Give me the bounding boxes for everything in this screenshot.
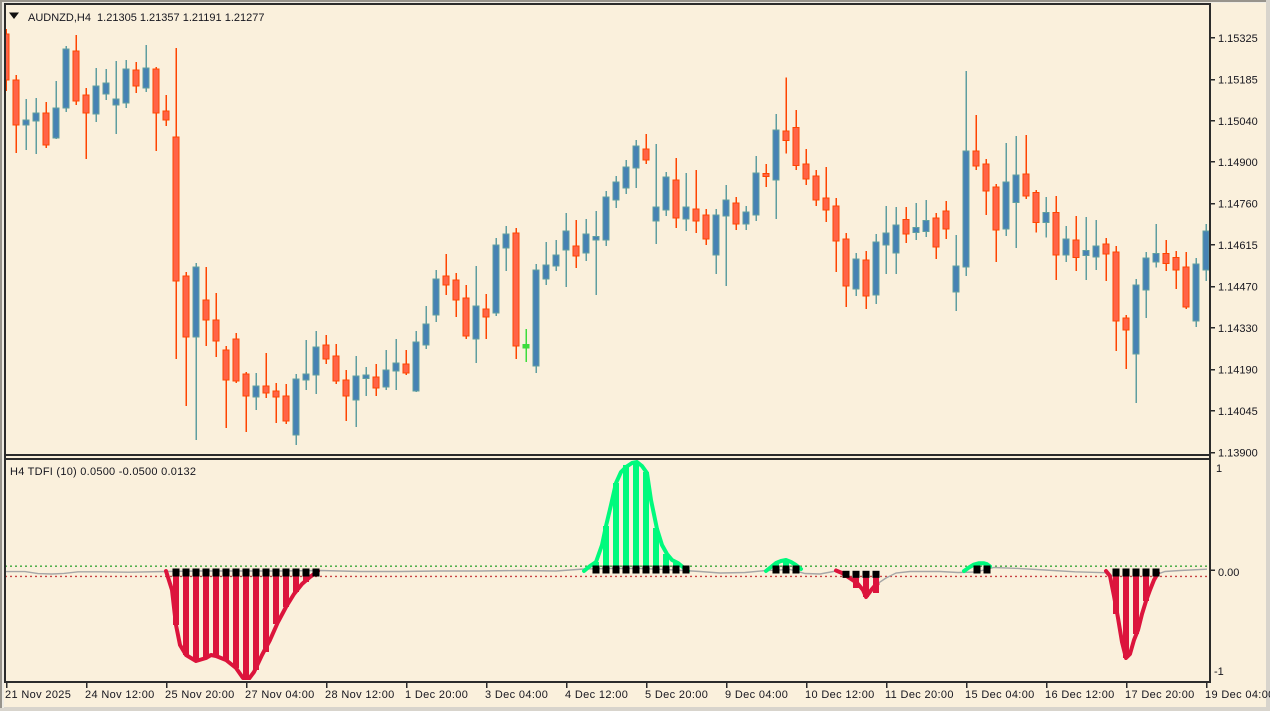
svg-text:15 Dec 04:00: 15 Dec 04:00 bbox=[965, 689, 1035, 701]
svg-text:3 Dec 04:00: 3 Dec 04:00 bbox=[485, 689, 548, 701]
svg-text:4 Dec 12:00: 4 Dec 12:00 bbox=[565, 689, 628, 701]
svg-text:H4 TDFI (10) 0.0500 -0.0500 0.: H4 TDFI (10) 0.0500 -0.0500 0.0132 bbox=[10, 466, 196, 478]
svg-text:1.14330: 1.14330 bbox=[1218, 323, 1258, 335]
svg-text:1: 1 bbox=[1216, 463, 1222, 475]
svg-text:1.15325: 1.15325 bbox=[1218, 33, 1258, 45]
svg-text:1.14900: 1.14900 bbox=[1218, 157, 1258, 169]
svg-text:1.15040: 1.15040 bbox=[1218, 116, 1258, 128]
svg-text:24 Nov 12:00: 24 Nov 12:00 bbox=[85, 689, 155, 701]
svg-text:21 Nov 2025: 21 Nov 2025 bbox=[5, 689, 71, 701]
svg-text:1.14045: 1.14045 bbox=[1218, 406, 1258, 418]
svg-text:16 Dec 12:00: 16 Dec 12:00 bbox=[1045, 689, 1115, 701]
svg-text:0.00: 0.00 bbox=[1218, 567, 1239, 579]
svg-text:-1: -1 bbox=[1214, 666, 1224, 678]
svg-text:27 Nov 04:00: 27 Nov 04:00 bbox=[245, 689, 315, 701]
svg-text:11 Dec 20:00: 11 Dec 20:00 bbox=[885, 689, 954, 701]
svg-text:10 Dec 12:00: 10 Dec 12:00 bbox=[805, 689, 875, 701]
svg-text:28 Nov 12:00: 28 Nov 12:00 bbox=[325, 689, 395, 701]
svg-text:19 Dec 04:00: 19 Dec 04:00 bbox=[1205, 689, 1270, 701]
svg-text:1 Dec 20:00: 1 Dec 20:00 bbox=[405, 689, 468, 701]
svg-text:1.14470: 1.14470 bbox=[1218, 282, 1258, 294]
svg-text:1.14760: 1.14760 bbox=[1218, 199, 1258, 211]
svg-text:9 Dec 04:00: 9 Dec 04:00 bbox=[725, 689, 788, 701]
svg-text:1.13900: 1.13900 bbox=[1218, 448, 1258, 460]
svg-text:1.14190: 1.14190 bbox=[1218, 365, 1258, 377]
svg-text:17 Dec 20:00: 17 Dec 20:00 bbox=[1125, 689, 1195, 701]
svg-text:1.14615: 1.14615 bbox=[1218, 240, 1258, 252]
svg-text:AUDNZD,H4 1.21305 1.21357 1.2: AUDNZD,H4 1.21305 1.21357 1.21191 1.2127… bbox=[28, 12, 264, 24]
svg-text:25 Nov 20:00: 25 Nov 20:00 bbox=[165, 689, 235, 701]
svg-text:1.15185: 1.15185 bbox=[1218, 75, 1258, 87]
svg-text:5 Dec 20:00: 5 Dec 20:00 bbox=[645, 689, 708, 701]
